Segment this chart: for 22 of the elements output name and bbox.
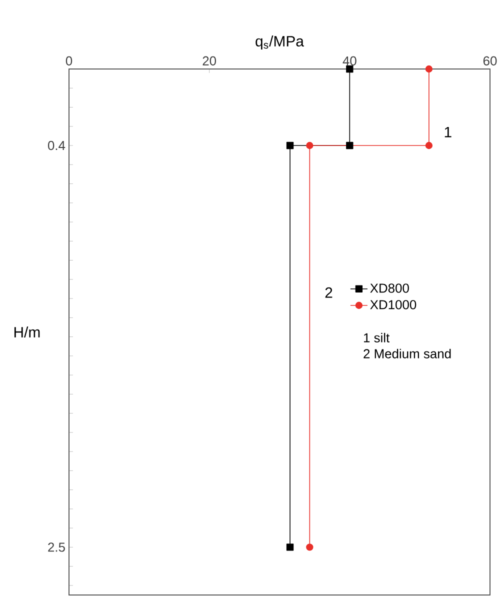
point — [306, 142, 314, 150]
x-tick-label: 60 — [483, 56, 497, 66]
annotation: 1 — [444, 126, 452, 138]
x-tick-label: 20 — [202, 56, 216, 66]
point — [425, 65, 433, 73]
point — [346, 65, 354, 73]
point — [306, 544, 314, 551]
annotation: 1 silt — [364, 332, 390, 342]
x-tick-label: 40 — [342, 56, 356, 66]
x-axis-title: q$_{s}$/MPa — [256, 36, 304, 50]
point — [425, 142, 433, 150]
annotation: 2 — [325, 287, 332, 298]
legend-label: XD800 — [370, 284, 409, 293]
point — [286, 544, 294, 551]
point — [286, 142, 294, 150]
y-tick-label: 0.4 — [48, 140, 66, 150]
y-tick-label: 2.5 — [48, 542, 65, 552]
legend-label: XD1000 — [370, 300, 416, 310]
annotation: 2 Medium sand — [364, 348, 451, 358]
point — [346, 142, 354, 150]
x-tick-label: 0 — [66, 56, 72, 66]
y-axis-title: H/m — [14, 326, 40, 338]
